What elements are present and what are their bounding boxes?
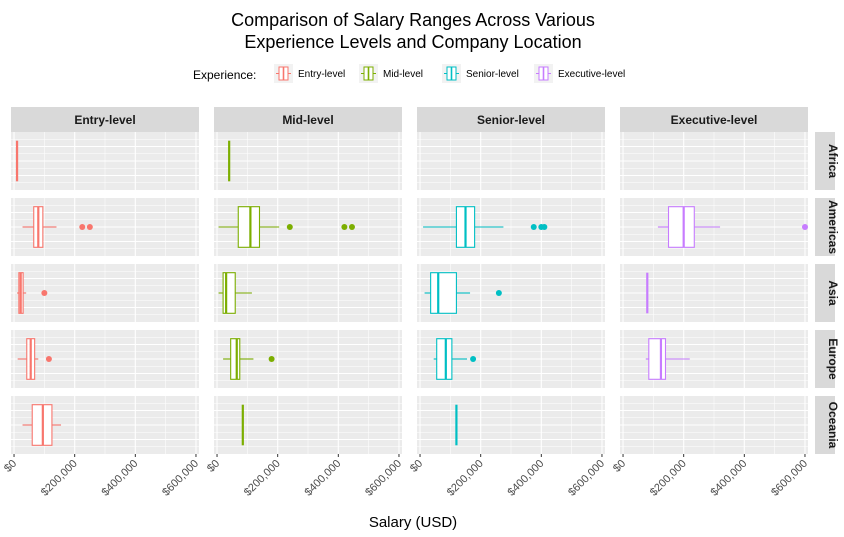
x-tick-label: $200,000 bbox=[39, 458, 80, 499]
legend-label-senior-level: Senior-level bbox=[466, 69, 519, 80]
boxplot-executive-level-americas-box bbox=[667, 206, 695, 248]
boxplot-mid-level-europe bbox=[223, 338, 275, 380]
panel-asia-executive-level bbox=[620, 264, 808, 322]
boxplot-mid-level-americas bbox=[218, 206, 355, 248]
boxplot-entry-level-americas bbox=[22, 206, 93, 248]
boxplot-senior-level-asia-box bbox=[430, 272, 457, 314]
panel-africa-executive-level bbox=[620, 132, 808, 190]
x-tick-label: $600,000 bbox=[769, 458, 810, 499]
boxplot-mid-level-asia bbox=[218, 272, 252, 314]
panel-oceania-executive-level bbox=[620, 396, 808, 454]
panel-oceania-entry-level bbox=[11, 396, 199, 454]
boxplot-senior-level-americas bbox=[423, 206, 548, 248]
boxplot-mid-level-asia-box bbox=[222, 272, 236, 314]
boxplot-senior-level-asia-outlier bbox=[495, 290, 502, 296]
x-tick-label: $0 bbox=[408, 458, 425, 475]
boxplot-executive-level-europe bbox=[645, 338, 690, 380]
column-strip-senior-level bbox=[417, 107, 605, 132]
boxplot-mid-level-americas-box bbox=[237, 206, 261, 248]
boxplot-entry-level-americas-outlier bbox=[86, 224, 93, 230]
x-tick-label: $600,000 bbox=[566, 458, 607, 499]
boxplot-entry-level-asia-outlier bbox=[41, 290, 48, 296]
x-axis-title: Salary (USD) bbox=[369, 514, 457, 531]
boxplot-senior-level-europe-outlier bbox=[470, 356, 477, 362]
column-strip-label-mid-level: Mid-level bbox=[282, 113, 333, 127]
legend-label-entry-level: Entry-level bbox=[298, 69, 345, 80]
row-strip-asia bbox=[815, 264, 835, 322]
panel-asia-entry-level bbox=[11, 264, 199, 322]
panel-africa-senior-level bbox=[417, 132, 605, 190]
boxplot-executive-level-americas bbox=[657, 206, 808, 248]
row-strip-europe bbox=[815, 330, 835, 388]
x-axis: $0 $200,000 $400,000 $600,000 $0 $200,000 $400… bbox=[2, 454, 810, 499]
legend-item-entry-level: Entry-level bbox=[274, 64, 345, 83]
column-strip-mid-level bbox=[214, 107, 402, 132]
boxplot-executive-level-americas-outlier bbox=[801, 224, 808, 230]
x-tick-label: $0 bbox=[205, 458, 222, 475]
row-strip-label-asia: Asia bbox=[826, 280, 840, 306]
x-tick-label: $0 bbox=[611, 458, 628, 475]
x-tick-label: $400,000 bbox=[506, 458, 547, 499]
legend-item-mid-level: Mid-level bbox=[359, 64, 423, 83]
x-tick-label: $400,000 bbox=[100, 458, 141, 499]
legend-title: Experience: bbox=[193, 68, 256, 82]
column-strip-label-executive-level: Executive-level bbox=[671, 113, 758, 127]
row-strip-americas bbox=[815, 198, 835, 256]
x-tick-label: $200,000 bbox=[648, 458, 689, 499]
row-strip-label-americas: Americas bbox=[826, 200, 840, 254]
column-strip-label-entry-level: Entry-level bbox=[74, 113, 135, 127]
panel-europe-entry-level bbox=[11, 330, 199, 388]
panel-oceania-senior-level bbox=[417, 396, 605, 454]
legend: Experience: Entry-level Mid-level Senior-l… bbox=[193, 64, 625, 83]
row-strip-label-oceania: Oceania bbox=[826, 402, 840, 449]
x-tick-label: $400,000 bbox=[303, 458, 344, 499]
panel-oceania-mid-level bbox=[214, 396, 402, 454]
boxplot-senior-level-americas-outlier bbox=[541, 224, 548, 230]
facet-grid: Entry-level Mid-level Senior-level Executiv… bbox=[11, 107, 840, 454]
boxplot-mid-level-europe-outlier bbox=[268, 356, 275, 362]
column-strip-label-senior-level: Senior-level bbox=[477, 113, 545, 127]
panel-africa-entry-level bbox=[11, 132, 199, 190]
x-tick-label: $600,000 bbox=[160, 458, 201, 499]
boxplot-senior-level-asia bbox=[424, 272, 502, 314]
boxplot-mid-level-americas-outlier bbox=[341, 224, 348, 230]
boxplot-mid-level-americas-outlier bbox=[286, 224, 293, 230]
chart-title-line-1: Comparison of Salary Ranges Across Vario… bbox=[231, 10, 595, 30]
legend-label-executive-level: Executive-level bbox=[558, 69, 625, 80]
boxplot-entry-level-europe-outlier bbox=[45, 356, 52, 362]
column-strip-executive-level bbox=[620, 107, 808, 132]
boxplot-senior-level-americas-outlier bbox=[530, 224, 537, 230]
row-strip-label-europe: Europe bbox=[826, 338, 840, 380]
boxplot-senior-level-europe-box bbox=[436, 338, 453, 380]
boxplot-mid-level-europe-box bbox=[230, 338, 241, 380]
boxplot-entry-level-europe bbox=[17, 338, 52, 380]
panel-africa-mid-level bbox=[214, 132, 402, 190]
legend-label-mid-level: Mid-level bbox=[383, 69, 423, 80]
boxplot-entry-level-americas-outlier bbox=[79, 224, 86, 230]
legend-item-executive-level: Executive-level bbox=[534, 64, 625, 83]
boxplot-mid-level-americas-outlier bbox=[348, 224, 355, 230]
row-strip-label-africa: Africa bbox=[826, 144, 840, 178]
chart-title-line-2: Experience Levels and Company Location bbox=[244, 32, 581, 52]
x-tick-label: $400,000 bbox=[709, 458, 750, 499]
column-strip-entry-level bbox=[11, 107, 199, 132]
boxplot-senior-level-europe bbox=[433, 338, 477, 380]
x-tick-label: $600,000 bbox=[363, 458, 404, 499]
row-strip-oceania bbox=[815, 396, 835, 454]
x-tick-label: $200,000 bbox=[242, 458, 283, 499]
row-strip-africa bbox=[815, 132, 835, 190]
x-tick-label: $200,000 bbox=[445, 458, 486, 499]
x-tick-label: $0 bbox=[2, 458, 19, 475]
boxplot-executive-level-europe-box bbox=[648, 338, 667, 380]
boxplot-entry-level-oceania bbox=[22, 404, 62, 446]
boxplot-entry-level-asia bbox=[17, 272, 48, 314]
legend-item-senior-level: Senior-level bbox=[442, 64, 519, 83]
panel-europe-mid-level bbox=[214, 330, 402, 388]
